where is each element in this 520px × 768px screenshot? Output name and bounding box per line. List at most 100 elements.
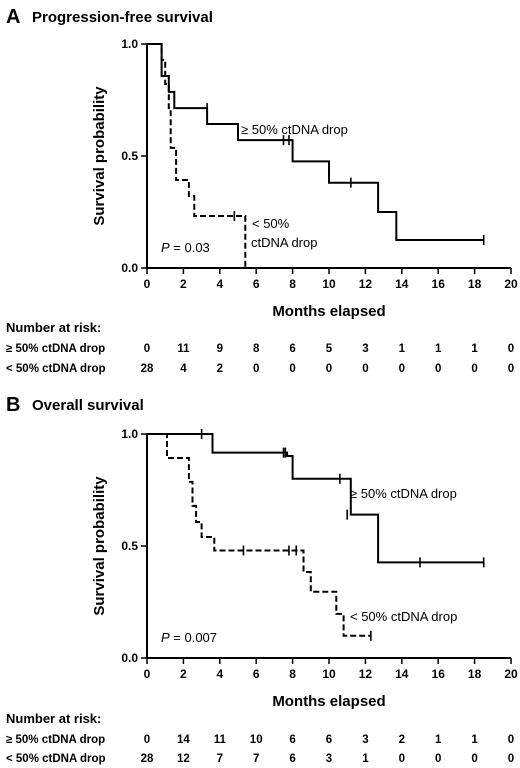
x-tick-label: 2 bbox=[180, 277, 187, 291]
x-tick-label: 20 bbox=[504, 277, 518, 291]
panel-b: B Overall survival 0 2 4 6 8 10 12 14 16 18 20 0.0… bbox=[6, 394, 518, 765]
series-high-drop-curve bbox=[147, 43, 484, 241]
panel-a: A Progression-free survival 0 2 4 6 8 10 12 14 1… bbox=[6, 6, 518, 375]
risk-count: 14 bbox=[177, 734, 190, 746]
risk-count: 6 bbox=[289, 753, 295, 765]
panel-a-y-label: Survival probability bbox=[91, 86, 108, 226]
panel-a-series bbox=[147, 43, 485, 268]
panel-a-risk-values: 0 11 9 8 6 5 3 1 1 1 028 4 2 0 0 0 0 0 0 0 0 bbox=[141, 343, 515, 375]
y-tick-label: 1.0 bbox=[121, 427, 138, 441]
panel-a-p-letter: P bbox=[161, 240, 170, 255]
risk-count: 0 bbox=[399, 363, 405, 375]
panel-b-title: Overall survival bbox=[32, 397, 144, 414]
panel-a-x-label: Months elapsed bbox=[272, 303, 385, 320]
panel-b-x-label: Months elapsed bbox=[272, 693, 385, 710]
risk-count: 7 bbox=[217, 753, 223, 765]
risk-count: 1 bbox=[435, 343, 442, 355]
panel-a-risk-heading: Number at risk: bbox=[6, 320, 101, 335]
risk-count: 0 bbox=[508, 343, 514, 355]
risk-count: 9 bbox=[217, 343, 223, 355]
x-tick-label: 18 bbox=[468, 667, 482, 681]
series-high-drop-curve bbox=[147, 433, 484, 564]
series-low-drop-curve bbox=[147, 433, 371, 637]
x-tick-label: 8 bbox=[289, 667, 296, 681]
risk-count: 0 bbox=[399, 753, 405, 765]
risk-count: 2 bbox=[399, 734, 405, 746]
risk-count: 0 bbox=[362, 363, 368, 375]
x-tick-label: 14 bbox=[395, 667, 409, 681]
risk-count: 28 bbox=[141, 363, 154, 375]
panel-b-risk-values: 0 14 11 10 6 6 3 2 1 1 028 12 7 7 6 3 1 0 0 0 0 bbox=[141, 734, 515, 765]
x-tick-label: 6 bbox=[253, 277, 260, 291]
y-tick-label: 0.5 bbox=[121, 149, 138, 163]
x-tick-label: 4 bbox=[216, 277, 223, 291]
panel-a-label-low-line1: < 50% bbox=[252, 216, 290, 231]
panel-a-letter: A bbox=[6, 6, 20, 28]
risk-count: 0 bbox=[144, 734, 150, 746]
panel-b-p-letter: P bbox=[161, 630, 170, 645]
panel-b-pvalue: P = 0.007 bbox=[161, 630, 217, 645]
risk-count: 11 bbox=[214, 734, 227, 746]
x-tick-label: 0 bbox=[144, 277, 151, 291]
panel-a-title: Progression-free survival bbox=[32, 9, 213, 26]
panel-a-risk-row-low-label: < 50% ctDNA drop bbox=[6, 363, 106, 375]
panel-b-x-ticks: 0 2 4 6 8 10 12 14 16 18 20 bbox=[144, 658, 518, 681]
x-tick-label: 10 bbox=[322, 667, 336, 681]
risk-count: 1 bbox=[471, 343, 478, 355]
x-tick-label: 8 bbox=[289, 277, 296, 291]
panel-b-risk-row-high-label: ≥ 50% ctDNA drop bbox=[6, 734, 105, 746]
x-tick-label: 20 bbox=[504, 667, 518, 681]
risk-count: 3 bbox=[362, 343, 368, 355]
x-tick-label: 16 bbox=[432, 667, 446, 681]
risk-count: 0 bbox=[253, 363, 259, 375]
x-tick-label: 16 bbox=[432, 277, 446, 291]
risk-count: 3 bbox=[362, 734, 368, 746]
y-tick-label: 0.0 bbox=[121, 261, 138, 275]
panel-b-p-value: = 0.007 bbox=[170, 630, 217, 645]
x-tick-label: 4 bbox=[216, 667, 223, 681]
panel-a-pvalue: P = 0.03 bbox=[161, 240, 210, 255]
x-tick-label: 12 bbox=[359, 667, 373, 681]
panel-b-risk-heading: Number at risk: bbox=[6, 711, 101, 726]
x-tick-label: 0 bbox=[144, 667, 151, 681]
risk-count: 12 bbox=[177, 753, 190, 765]
risk-count: 1 bbox=[399, 343, 406, 355]
risk-count: 1 bbox=[435, 734, 442, 746]
panel-a-y-ticks: 0.0 0.5 1.0 bbox=[121, 37, 147, 275]
risk-count: 0 bbox=[508, 363, 514, 375]
risk-count: 3 bbox=[326, 753, 332, 765]
risk-count: 6 bbox=[326, 734, 332, 746]
risk-count: 6 bbox=[289, 343, 295, 355]
series-low-drop-curve bbox=[147, 43, 247, 268]
panel-b-risk-row-low-label: < 50% ctDNA drop bbox=[6, 753, 106, 765]
risk-count: 11 bbox=[177, 343, 190, 355]
x-tick-label: 18 bbox=[468, 277, 482, 291]
risk-count: 1 bbox=[471, 734, 478, 746]
risk-count: 6 bbox=[289, 734, 295, 746]
risk-count: 1 bbox=[362, 753, 369, 765]
x-tick-label: 2 bbox=[180, 667, 187, 681]
risk-count: 0 bbox=[326, 363, 332, 375]
x-tick-label: 6 bbox=[253, 667, 260, 681]
panel-b-series bbox=[147, 429, 485, 641]
risk-count: 0 bbox=[435, 753, 441, 765]
panel-b-y-ticks: 0.0 0.5 1.0 bbox=[121, 427, 147, 665]
risk-count: 0 bbox=[144, 343, 150, 355]
risk-count: 0 bbox=[508, 734, 514, 746]
risk-count: 0 bbox=[289, 363, 295, 375]
risk-count: 5 bbox=[326, 343, 333, 355]
risk-count: 2 bbox=[217, 363, 223, 375]
x-tick-label: 12 bbox=[359, 277, 373, 291]
x-tick-label: 14 bbox=[395, 277, 409, 291]
risk-count: 0 bbox=[471, 753, 477, 765]
risk-count: 7 bbox=[253, 753, 259, 765]
panel-b-label-high: ≥ 50% ctDNA drop bbox=[350, 486, 457, 501]
risk-count: 0 bbox=[508, 753, 514, 765]
risk-count: 0 bbox=[471, 363, 477, 375]
panel-a-label-high: ≥ 50% ctDNA drop bbox=[241, 122, 348, 137]
risk-count: 4 bbox=[180, 363, 187, 375]
y-tick-label: 1.0 bbox=[121, 37, 138, 51]
panel-a-label-low-line2: ctDNA drop bbox=[251, 235, 317, 250]
panel-b-letter: B bbox=[6, 394, 20, 416]
